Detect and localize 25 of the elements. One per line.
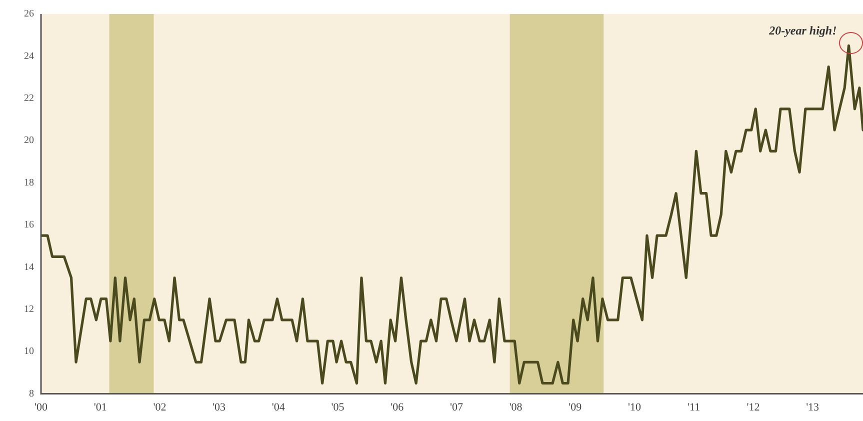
x-tick-label: '00	[34, 401, 48, 414]
annotation: 20-year high!	[768, 24, 837, 38]
y-tick-label: 12	[24, 304, 34, 316]
x-tick-label: '08	[509, 401, 523, 414]
x-tick-label: '07	[450, 401, 464, 414]
y-tick-label: 18	[24, 177, 34, 188]
x-tick-label: '05	[331, 401, 345, 414]
x-tick-label: '10	[628, 401, 642, 414]
x-tick-label: '01	[94, 401, 107, 414]
x-tick-label: '13	[806, 401, 820, 414]
x-tick-label: '11	[688, 401, 700, 414]
x-tick-label: '02	[153, 401, 166, 414]
x-tick-label: '12	[746, 401, 760, 414]
y-tick-label: 20	[24, 135, 34, 146]
y-tick-label: 26	[24, 8, 34, 20]
x-tick-label: '09	[568, 401, 582, 414]
y-tick-label: 10	[24, 346, 34, 358]
y-tick-label: 22	[24, 93, 34, 104]
y-tick-label: 16	[24, 220, 34, 231]
x-tick-label: '03	[212, 401, 226, 414]
y-tick-label: 8	[29, 388, 34, 400]
x-tick-label: '06	[390, 401, 404, 414]
y-tick-label: 14	[24, 262, 34, 273]
x-tick-label: '04	[272, 401, 286, 414]
y-tick-label: 24	[24, 50, 34, 62]
